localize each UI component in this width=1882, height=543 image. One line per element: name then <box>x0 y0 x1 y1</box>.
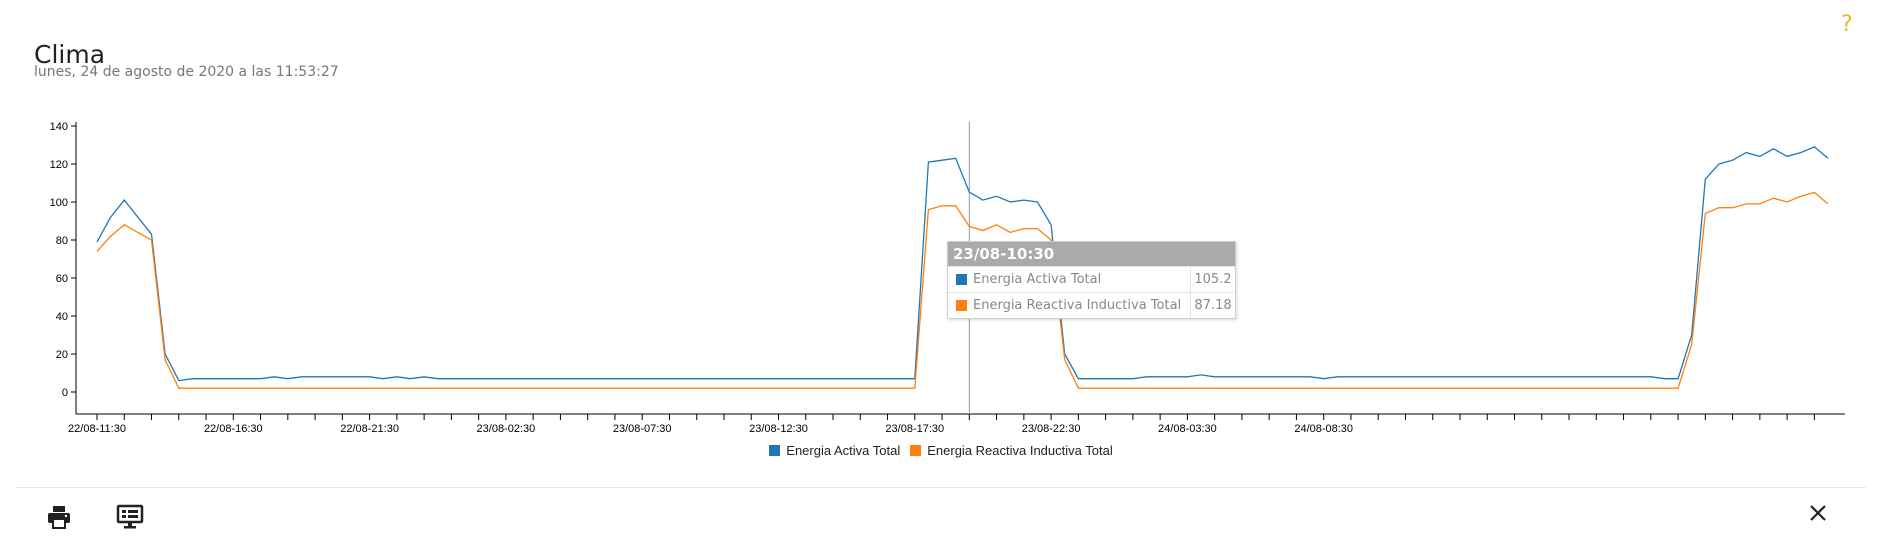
tooltip-series-name: Energia Activa Total <box>948 267 1191 292</box>
legend-swatch-reactiva <box>910 445 922 456</box>
x-tick-label: 24/08-03:30 <box>1158 423 1217 435</box>
footer-divider <box>16 487 1866 488</box>
series-line-activa <box>96 146 1829 382</box>
tooltip-swatch-reactiva <box>956 300 967 311</box>
x-tick-label: 22/08-21:30 <box>340 423 399 435</box>
x-tick-label: 22/08-16:30 <box>204 423 263 435</box>
series-line-reactiva <box>96 191 1829 389</box>
y-tick-label: 100 <box>50 197 68 209</box>
tooltip-row: Energia Reactiva Inductiva Total 87.18 <box>948 292 1235 318</box>
presentation-icon[interactable] <box>116 504 144 535</box>
chart-legend: Energia Activa Total Energia Reactiva In… <box>0 443 1882 458</box>
help-icon[interactable]: ? <box>1841 12 1853 37</box>
x-tick-label: 23/08-17:30 <box>885 423 944 435</box>
y-tick-label: 0 <box>62 387 68 399</box>
y-tick-label: 80 <box>56 235 68 247</box>
y-tick-label: 140 <box>50 121 68 133</box>
line-chart: 0 20 40 60 80 100 120 140 22/08-11:30 22/08-16:30… <box>50 121 1845 435</box>
page-title: Clima <box>34 40 106 69</box>
x-tick-label: 23/08-12:30 <box>749 423 808 435</box>
tooltip-series-name: Energia Reactiva Inductiva Total <box>948 293 1191 318</box>
tooltip-title: 23/08-10:30 <box>948 242 1235 266</box>
x-tick-label: 23/08-02:30 <box>477 423 536 435</box>
tooltip-value-reactiva: 87.18 <box>1194 298 1232 313</box>
x-tick-label: 23/08-22:30 <box>1022 423 1081 435</box>
legend-swatch-activa <box>769 445 781 456</box>
x-tick-label: 22/08-11:30 <box>68 423 126 435</box>
tooltip-row: Energia Activa Total 105.2 <box>948 266 1235 292</box>
tooltip-swatch-activa <box>956 274 967 285</box>
print-icon[interactable] <box>46 505 72 534</box>
legend-label-reactiva: Energia Reactiva Inductiva Total <box>927 443 1113 458</box>
tooltip-label-reactiva: Energia Reactiva Inductiva Total <box>973 298 1182 313</box>
page-subtitle: lunes, 24 de agosto de 2020 a las 11:53:… <box>34 64 339 80</box>
close-icon[interactable] <box>1808 503 1828 528</box>
x-tick-label: 24/08-08:30 <box>1294 423 1353 435</box>
y-tick-label: 120 <box>50 159 68 171</box>
y-tick-label: 20 <box>56 349 68 361</box>
tooltip-value-activa: 105.2 <box>1194 272 1232 287</box>
y-tick-label: 40 <box>56 311 68 323</box>
x-tick-label: 23/08-07:30 <box>613 423 672 435</box>
y-tick-label: 60 <box>56 273 68 285</box>
legend-item-reactiva[interactable]: Energia Reactiva Inductiva Total <box>910 443 1113 458</box>
tooltip-label-activa: Energia Activa Total <box>973 272 1102 287</box>
chart-tooltip: 23/08-10:30 Energia Activa Total 105.2 E… <box>947 241 1236 319</box>
legend-label-activa: Energia Activa Total <box>786 443 901 458</box>
legend-item-activa[interactable]: Energia Activa Total <box>769 443 900 458</box>
